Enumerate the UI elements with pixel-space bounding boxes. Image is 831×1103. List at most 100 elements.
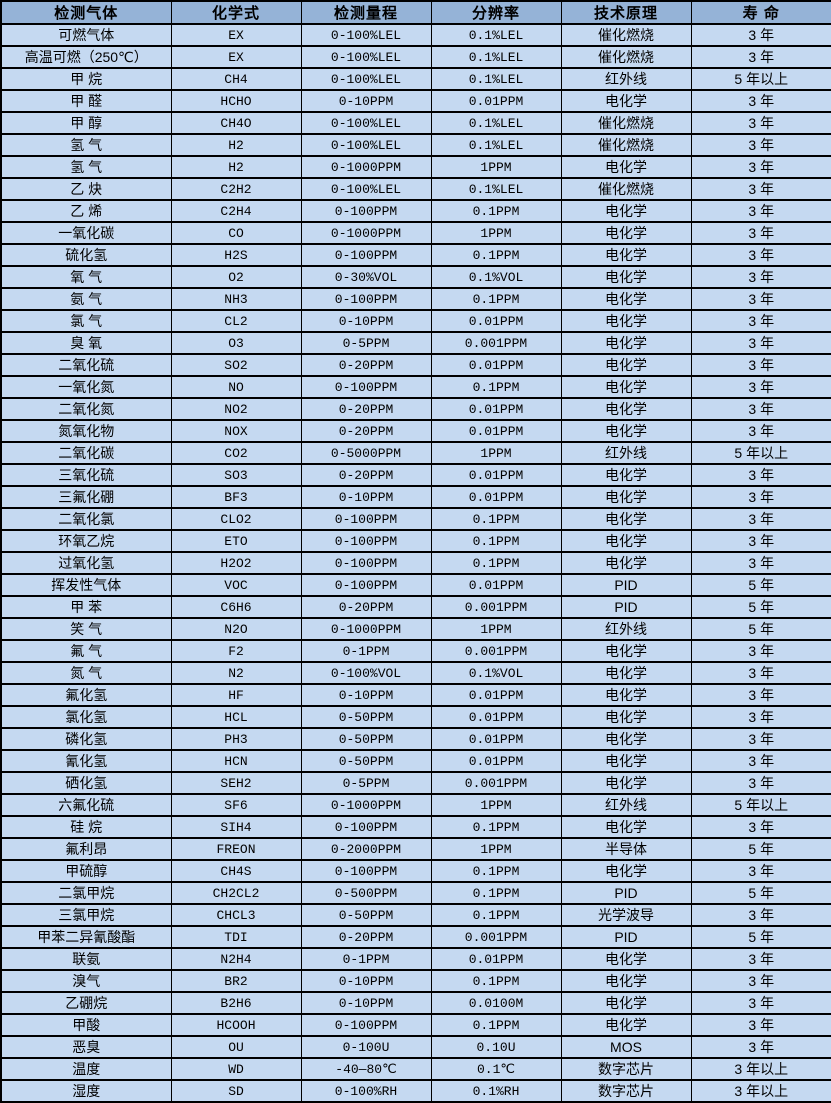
cell-resolution: 0.1PPM [430, 969, 562, 993]
cell-technology-principle: 电化学 [560, 991, 692, 1015]
cell-chemical-formula: B2H6 [170, 991, 302, 1015]
cell-resolution: 0.01PPM [430, 353, 562, 377]
table-row: 甲硫醇 CH4S 0-100PPM 0.1PPM 电化学 3 年 [0, 859, 831, 883]
cell-technology-principle: 电化学 [560, 419, 692, 443]
cell-chemical-formula: SF6 [170, 793, 302, 817]
cell-gas-name: 甲 苯 [0, 595, 172, 619]
cell-gas-name: 氢 气 [0, 155, 172, 179]
cell-lifespan: 3 年 [690, 683, 831, 707]
cell-resolution: 0.1PPM [430, 287, 562, 311]
cell-chemical-formula: C6H6 [170, 595, 302, 619]
cell-chemical-formula: CH4O [170, 111, 302, 135]
cell-detection-range: 0-100PPM [300, 375, 432, 399]
cell-lifespan: 3 年 [690, 45, 831, 69]
cell-lifespan: 3 年 [690, 23, 831, 47]
cell-gas-name: 硫化氢 [0, 243, 172, 267]
cell-technology-principle: 电化学 [560, 507, 692, 531]
table-row: 六氟化硫 SF6 0-1000PPM 1PPM 红外线 5 年以上 [0, 793, 831, 817]
cell-detection-range: 0-100%RH [300, 1079, 432, 1103]
cell-detection-range: 0-10PPM [300, 485, 432, 509]
column-header-gas: 检测气体 [0, 0, 172, 25]
cell-technology-principle: PID [560, 595, 692, 619]
cell-technology-principle: 电化学 [560, 969, 692, 993]
cell-chemical-formula: SEH2 [170, 771, 302, 795]
cell-detection-range: 0-1000PPM [300, 793, 432, 817]
table-row: 氮 气 N2 0-100%VOL 0.1%VOL 电化学 3 年 [0, 661, 831, 685]
cell-chemical-formula: O2 [170, 265, 302, 289]
cell-chemical-formula: BF3 [170, 485, 302, 509]
cell-gas-name: 氟利昂 [0, 837, 172, 861]
cell-gas-name: 六氟化硫 [0, 793, 172, 817]
cell-gas-name: 一氧化碳 [0, 221, 172, 245]
cell-lifespan: 3 年 [690, 859, 831, 883]
cell-detection-range: 0-50PPM [300, 749, 432, 773]
cell-lifespan: 3 年 [690, 903, 831, 927]
cell-technology-principle: PID [560, 881, 692, 905]
cell-technology-principle: 红外线 [560, 67, 692, 91]
cell-chemical-formula: N2 [170, 661, 302, 685]
cell-gas-name: 挥发性气体 [0, 573, 172, 597]
cell-gas-name: 环氧乙烷 [0, 529, 172, 553]
cell-gas-name: 高温可燃（250℃） [0, 45, 172, 69]
cell-detection-range: 0-100%LEL [300, 45, 432, 69]
cell-resolution: 0.01PPM [430, 89, 562, 113]
cell-detection-range: 0-100PPM [300, 859, 432, 883]
cell-detection-range: 0-100%LEL [300, 177, 432, 201]
cell-technology-principle: 电化学 [560, 551, 692, 575]
table-row: 一氧化氮 NO 0-100PPM 0.1PPM 电化学 3 年 [0, 375, 831, 399]
cell-resolution: 0.1PPM [430, 815, 562, 839]
table-row: 二氧化氯 CLO2 0-100PPM 0.1PPM 电化学 3 年 [0, 507, 831, 531]
cell-gas-name: 联氨 [0, 947, 172, 971]
table-row: 二氧化氮 NO2 0-20PPM 0.01PPM 电化学 3 年 [0, 397, 831, 421]
cell-resolution: 0.01PPM [430, 947, 562, 971]
cell-gas-name: 三氟化硼 [0, 485, 172, 509]
cell-lifespan: 5 年以上 [690, 441, 831, 465]
cell-technology-principle: 电化学 [560, 485, 692, 509]
cell-detection-range: 0-100PPM [300, 529, 432, 553]
cell-detection-range: 0-20PPM [300, 595, 432, 619]
table-row: 甲苯二异氰酸酯 TDI 0-20PPM 0.001PPM PID 5 年 [0, 925, 831, 949]
cell-technology-principle: 电化学 [560, 859, 692, 883]
cell-lifespan: 5 年 [690, 925, 831, 949]
table-row: 环氧乙烷 ETO 0-100PPM 0.1PPM 电化学 3 年 [0, 529, 831, 553]
cell-resolution: 0.001PPM [430, 331, 562, 355]
cell-chemical-formula: NO [170, 375, 302, 399]
cell-resolution: 0.1%LEL [430, 177, 562, 201]
cell-lifespan: 3 年 [690, 419, 831, 443]
cell-gas-name: 甲硫醇 [0, 859, 172, 883]
cell-technology-principle: 催化燃烧 [560, 133, 692, 157]
cell-technology-principle: 催化燃烧 [560, 45, 692, 69]
cell-resolution: 0.1%LEL [430, 67, 562, 91]
table-row: 磷化氢 PH3 0-50PPM 0.01PPM 电化学 3 年 [0, 727, 831, 751]
cell-technology-principle: 电化学 [560, 749, 692, 773]
cell-detection-range: 0-1PPM [300, 639, 432, 663]
cell-chemical-formula: H2 [170, 155, 302, 179]
cell-chemical-formula: HCN [170, 749, 302, 773]
cell-resolution: 0.1PPM [430, 1013, 562, 1037]
table-row: 氟 气 F2 0-1PPM 0.001PPM 电化学 3 年 [0, 639, 831, 663]
cell-chemical-formula: C2H2 [170, 177, 302, 201]
cell-lifespan: 3 年 [690, 199, 831, 223]
cell-gas-name: 磷化氢 [0, 727, 172, 751]
cell-gas-name: 三氯甲烷 [0, 903, 172, 927]
cell-detection-range: 0-10PPM [300, 991, 432, 1015]
cell-chemical-formula: CO [170, 221, 302, 245]
table-row: 溴气 BR2 0-10PPM 0.1PPM 电化学 3 年 [0, 969, 831, 993]
cell-resolution: 0.1%LEL [430, 23, 562, 47]
cell-detection-range: 0-100PPM [300, 573, 432, 597]
table-row: 可燃气体 EX 0-100%LEL 0.1%LEL 催化燃烧 3 年 [0, 23, 831, 47]
cell-resolution: 0.01PPM [430, 749, 562, 773]
cell-chemical-formula: CL2 [170, 309, 302, 333]
cell-chemical-formula: ETO [170, 529, 302, 553]
cell-resolution: 0.001PPM [430, 771, 562, 795]
cell-lifespan: 5 年以上 [690, 67, 831, 91]
cell-chemical-formula: HCL [170, 705, 302, 729]
cell-gas-name: 氮 气 [0, 661, 172, 685]
cell-lifespan: 3 年 [690, 991, 831, 1015]
cell-detection-range: 0-5PPM [300, 771, 432, 795]
cell-gas-name: 过氧化氢 [0, 551, 172, 575]
cell-lifespan: 3 年 [690, 111, 831, 135]
cell-chemical-formula: O3 [170, 331, 302, 355]
table-row: 氢 气 H2 0-100%LEL 0.1%LEL 催化燃烧 3 年 [0, 133, 831, 157]
cell-technology-principle: 电化学 [560, 705, 692, 729]
